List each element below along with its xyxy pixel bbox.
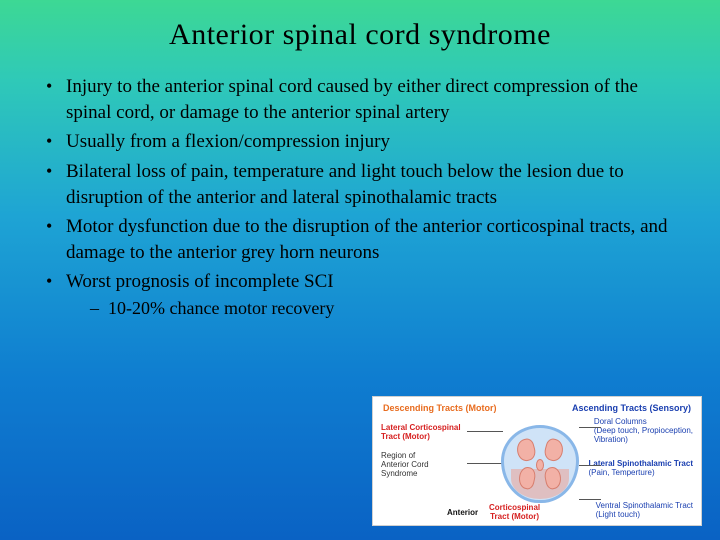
slide: Anterior spinal cord syndrome Injury to … bbox=[0, 0, 720, 540]
slide-title: Anterior spinal cord syndrome bbox=[36, 18, 684, 52]
bullet-list: Injury to the anterior spinal cord cause… bbox=[36, 74, 684, 321]
connector-line bbox=[579, 465, 601, 466]
connector-line bbox=[579, 427, 601, 428]
label-lateral-spinothalamic: Lateral Spinothalamic Tract (Pain, Tempe… bbox=[589, 459, 693, 477]
connector-line bbox=[467, 431, 503, 432]
bullet-item: Motor dysfunction due to the disruption … bbox=[46, 214, 684, 265]
label-region-syndrome: Region of Anterior Cord Syndrome bbox=[381, 451, 429, 479]
spinal-cord-diagram: Descending Tracts (Motor) Ascending Trac… bbox=[372, 396, 702, 526]
sub-list: 10-20% chance motor recovery bbox=[66, 297, 684, 320]
bullet-item: Worst prognosis of incomplete SCI 10-20%… bbox=[46, 269, 684, 320]
label-anterior: Anterior bbox=[447, 508, 478, 517]
sub-bullet-item: 10-20% chance motor recovery bbox=[90, 297, 684, 320]
connector-line bbox=[467, 463, 503, 464]
label-dorsal-columns: Doral Columns (Deep touch, Propioception… bbox=[594, 417, 693, 445]
label-ventral-spinothalamic: Ventral Spinothalamic Tract (Light touch… bbox=[596, 501, 693, 519]
label-corticospinal: Corticospinal Tract (Motor) bbox=[489, 503, 540, 521]
bullet-item: Usually from a flexion/compression injur… bbox=[46, 129, 684, 155]
diagram-header-motor: Descending Tracts (Motor) bbox=[383, 403, 497, 413]
connector-line bbox=[579, 499, 601, 500]
bullet-item: Injury to the anterior spinal cord cause… bbox=[46, 74, 684, 125]
bullet-item: Bilateral loss of pain, temperature and … bbox=[46, 159, 684, 210]
bullet-text: Worst prognosis of incomplete SCI bbox=[66, 271, 334, 292]
label-lateral-corticospinal: Lateral Corticospinal Tract (Motor) bbox=[381, 423, 461, 441]
cord-cross-section bbox=[501, 425, 579, 503]
grey-matter bbox=[515, 437, 565, 491]
diagram-header-sensory: Ascending Tracts (Sensory) bbox=[572, 403, 691, 413]
